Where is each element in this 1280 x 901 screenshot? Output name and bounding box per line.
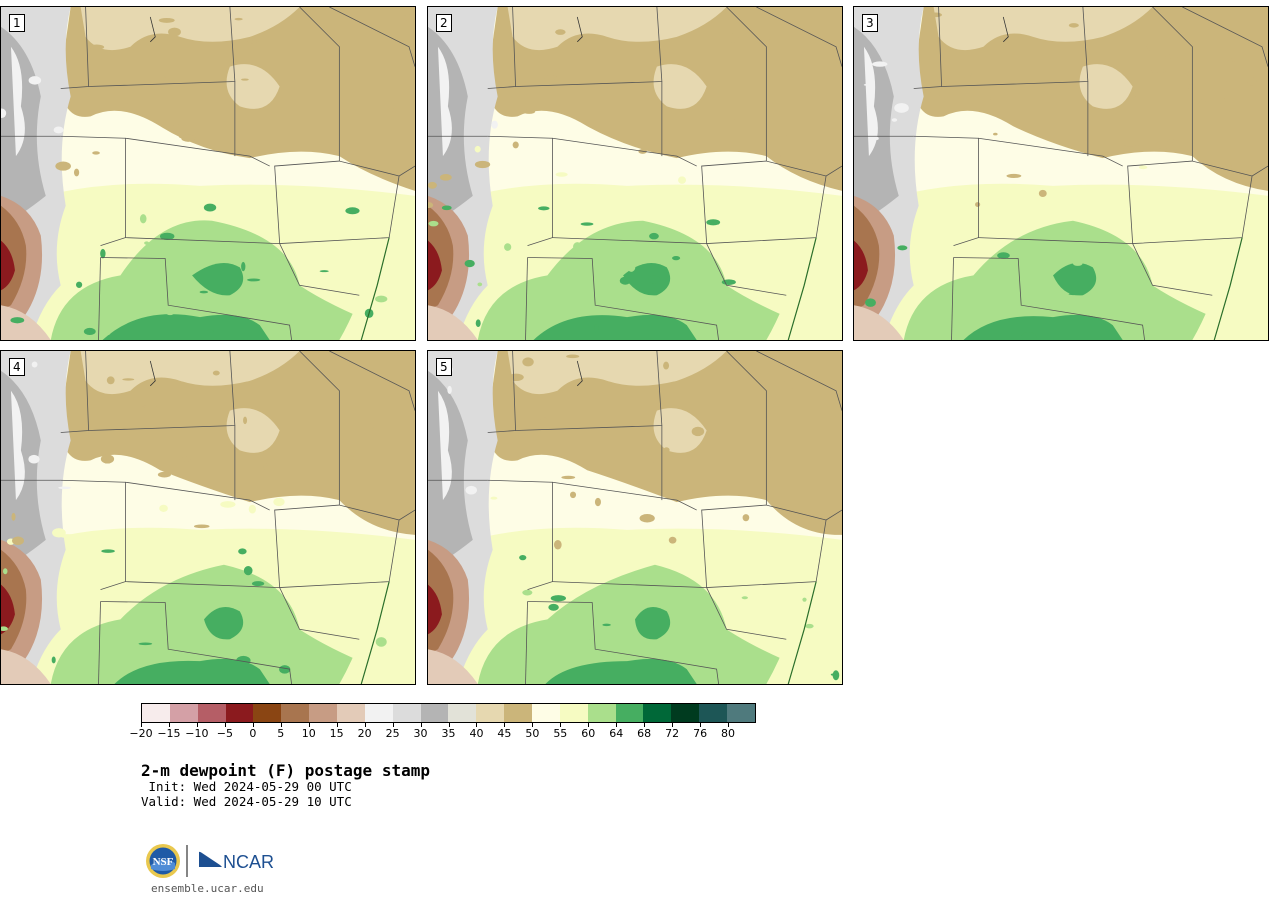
colorbar-tick-mark xyxy=(588,723,590,727)
colorbar-tick-mark xyxy=(728,723,730,727)
colorbar-swatch xyxy=(392,704,421,722)
colorbar-swatch xyxy=(727,704,755,722)
dewpoint-map xyxy=(428,351,842,684)
panel-number-label: 5 xyxy=(436,358,452,376)
colorbar-tick-mark xyxy=(476,723,478,727)
panel-number-label: 1 xyxy=(9,14,25,32)
colorbar-tick-mark xyxy=(644,723,646,727)
colorbar-tick-mark xyxy=(336,723,338,727)
dewpoint-map xyxy=(1,7,415,340)
colorbar-tick-mark xyxy=(364,723,366,727)
colorbar-swatch xyxy=(337,704,365,722)
colorbar-tick-label: 0 xyxy=(249,727,257,740)
colorbar-ticks: −20 −15 −10 −5 0 5 10 15 20 25 30 35 40 45 50 55 60 64 68 7… xyxy=(129,723,756,743)
colorbar-swatch xyxy=(587,704,616,722)
panel-number-label: 2 xyxy=(436,14,452,32)
ncar-logo-text: NCAR xyxy=(223,852,274,872)
dewpoint-map xyxy=(1,351,415,684)
panel-number-label: 3 xyxy=(862,14,878,32)
panel-number-label: 4 xyxy=(9,358,25,376)
colorbar-tick-label: 35 xyxy=(441,727,456,740)
colorbar-tick-mark xyxy=(700,723,702,727)
init-time: Init: Wed 2024-05-29 00 UTC xyxy=(141,779,352,794)
colorbar-tick-label: 68 xyxy=(637,727,652,740)
colorbar xyxy=(141,703,756,723)
colorbar-swatch xyxy=(671,704,700,722)
valid-time: Valid: Wed 2024-05-29 10 UTC xyxy=(141,794,352,809)
colorbar-tick-label: −15 xyxy=(157,727,181,740)
colorbar-swatch xyxy=(169,704,198,722)
colorbar-tick-mark xyxy=(560,723,562,727)
colorbar-tick-mark xyxy=(504,723,506,727)
colorbar-swatch xyxy=(309,704,338,722)
colorbar-tick-label: 72 xyxy=(665,727,680,740)
nsf-logo-text: NSF xyxy=(153,856,174,868)
colorbar-swatch xyxy=(615,704,644,722)
colorbar-tick-mark xyxy=(224,723,226,727)
colorbar-swatch xyxy=(559,704,588,722)
map-panel-2: 2 xyxy=(427,6,843,341)
colorbar-swatch xyxy=(504,704,533,722)
colorbar-swatch xyxy=(420,704,449,722)
colorbar-swatch xyxy=(699,704,728,722)
colorbar-tick-mark xyxy=(420,723,422,727)
colorbar-swatch xyxy=(476,704,505,722)
dewpoint-map xyxy=(428,7,842,340)
map-panel-3: 3 xyxy=(853,6,1269,341)
colorbar-tick-label: −10 xyxy=(185,727,209,740)
colorbar-tick-mark xyxy=(196,723,198,727)
map-panel-1: 1 xyxy=(0,6,416,341)
colorbar-tick-label: 10 xyxy=(301,727,316,740)
colorbar-swatch xyxy=(364,704,393,722)
colorbar-tick-label: 76 xyxy=(693,727,708,740)
colorbar-swatch xyxy=(448,704,477,722)
colorbar-tick-label: 45 xyxy=(497,727,512,740)
nsf-ncar-logo: NSF NCAR xyxy=(146,844,274,878)
dewpoint-map xyxy=(854,7,1268,340)
map-panel-4: 4 xyxy=(0,350,416,685)
colorbar-tick-label: 5 xyxy=(277,727,285,740)
colorbar-tick-label: −20 xyxy=(129,727,153,740)
colorbar-tick-label: 55 xyxy=(553,727,568,740)
map-panel-5: 5 xyxy=(427,350,843,685)
colorbar-swatch xyxy=(643,704,672,722)
colorbar-tick-label: 64 xyxy=(609,727,624,740)
colorbar-tick-mark xyxy=(392,723,394,727)
colorbar-tick-label: 25 xyxy=(385,727,400,740)
colorbar-tick-label: 80 xyxy=(721,727,736,740)
colorbar-tick-mark xyxy=(532,723,534,727)
colorbar-swatch xyxy=(197,704,226,722)
colorbar-tick-label: 20 xyxy=(357,727,372,740)
colorbar-tick-label: 50 xyxy=(525,727,540,740)
colorbar-swatch xyxy=(532,704,560,722)
colorbar-tick-mark xyxy=(308,723,310,727)
colorbar-swatch xyxy=(225,704,254,722)
colorbar-swatch xyxy=(142,704,170,722)
colorbar-tick-mark xyxy=(141,723,142,727)
colorbar-swatch xyxy=(281,704,310,722)
colorbar-swatch xyxy=(253,704,282,722)
website-url: ensemble.ucar.edu xyxy=(151,882,264,895)
colorbar-tick-label: −5 xyxy=(216,727,233,740)
colorbar-tick-label: 60 xyxy=(581,727,596,740)
colorbar-tick-mark xyxy=(252,723,254,727)
colorbar-tick-mark xyxy=(280,723,282,727)
colorbar-tick-label: 40 xyxy=(469,727,484,740)
colorbar-tick-label: 30 xyxy=(413,727,428,740)
colorbar-tick-mark xyxy=(168,723,170,727)
map-title: 2-m dewpoint (F) postage stamp xyxy=(141,761,430,780)
colorbar-tick-mark xyxy=(448,723,450,727)
colorbar-tick-mark xyxy=(672,723,674,727)
colorbar-tick-mark xyxy=(616,723,618,727)
colorbar-tick-label: 15 xyxy=(329,727,344,740)
